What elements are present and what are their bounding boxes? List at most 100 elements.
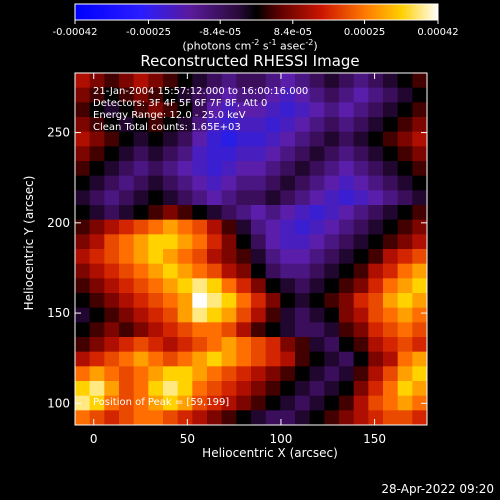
- heatmap-cell: [265, 322, 281, 338]
- heatmap-cell: [265, 73, 281, 89]
- heatmap-cell: [207, 87, 223, 103]
- heatmap-cell: [397, 87, 413, 103]
- heatmap-cell: [177, 205, 193, 221]
- heatmap-cell: [89, 410, 105, 426]
- heatmap-cell: [251, 219, 267, 235]
- heatmap-cell: [397, 366, 413, 382]
- heatmap-cell: [221, 190, 237, 206]
- heatmap-cell: [163, 366, 179, 382]
- heatmap-cell: [324, 117, 340, 133]
- heatmap-cell: [192, 117, 208, 133]
- heatmap-cell: [353, 293, 369, 309]
- heatmap-cell: [236, 219, 252, 235]
- heatmap-cell: [75, 87, 91, 103]
- heatmap-cell: [383, 234, 399, 250]
- heatmap-cell: [133, 73, 149, 89]
- heatmap-cell: [383, 366, 399, 382]
- heatmap-cell: [89, 146, 105, 162]
- heatmap-cell: [309, 117, 325, 133]
- heatmap-cell: [339, 146, 355, 162]
- heatmap-cell: [295, 337, 311, 353]
- heatmap-cell: [148, 249, 164, 265]
- heatmap-cell: [104, 131, 120, 147]
- heatmap-cell: [163, 87, 179, 103]
- heatmap-cell: [89, 395, 105, 411]
- heatmap-cell: [133, 190, 149, 206]
- heatmap-cell: [265, 146, 281, 162]
- heatmap-cell: [133, 249, 149, 265]
- heatmap-cell: [177, 366, 193, 382]
- heatmap-cell: [133, 278, 149, 294]
- heatmap-cell: [119, 307, 135, 323]
- heatmap-cell: [119, 278, 135, 294]
- heatmap-cell: [309, 263, 325, 279]
- heatmap-cell: [309, 322, 325, 338]
- heatmap-cell: [397, 395, 413, 411]
- heatmap-cell: [295, 249, 311, 265]
- heatmap-cell: [89, 351, 105, 367]
- heatmap-cell: [339, 190, 355, 206]
- heatmap-cell: [383, 219, 399, 235]
- heatmap-cell: [104, 410, 120, 426]
- heatmap-cell: [148, 102, 164, 118]
- heatmap-cell: [221, 337, 237, 353]
- heatmap-cell: [265, 234, 281, 250]
- heatmap-cell: [339, 175, 355, 191]
- heatmap-cell: [265, 161, 281, 177]
- heatmap-cell: [412, 87, 428, 103]
- heatmap-cell: [412, 293, 428, 309]
- heatmap-cell: [119, 117, 135, 133]
- heatmap-cell: [75, 131, 91, 147]
- heatmap-cell: [339, 234, 355, 250]
- heatmap-cell: [192, 395, 208, 411]
- heatmap-cell: [251, 175, 267, 191]
- heatmap-cell: [280, 161, 296, 177]
- heatmap-cell: [133, 307, 149, 323]
- heatmap-cell: [207, 102, 223, 118]
- heatmap-cell: [397, 410, 413, 426]
- heatmap-cell: [368, 249, 384, 265]
- plot-axes: 0 50 100 150 100 150 200 250: [47, 73, 427, 446]
- heatmap-cell: [104, 205, 120, 221]
- heatmap-cell: [207, 410, 223, 426]
- heatmap-cell: [133, 234, 149, 250]
- heatmap-cell: [192, 278, 208, 294]
- heatmap-cell: [133, 263, 149, 279]
- heatmap-cell: [265, 190, 281, 206]
- heatmap-cell: [280, 249, 296, 265]
- heatmap-cell: [148, 263, 164, 279]
- heatmap-cell: [324, 161, 340, 177]
- heatmap-cell: [192, 307, 208, 323]
- heatmap-cell: [339, 117, 355, 133]
- heatmap-cell: [353, 410, 369, 426]
- heatmap-cell: [207, 219, 223, 235]
- heatmap-cell: [280, 205, 296, 221]
- heatmap-cell: [177, 395, 193, 411]
- heatmap-cell: [89, 219, 105, 235]
- heatmap-cell: [133, 381, 149, 397]
- heatmap-cell: [104, 175, 120, 191]
- x-tick-label: 0: [90, 432, 98, 446]
- heatmap-cell: [397, 337, 413, 353]
- heatmap-cell: [368, 307, 384, 323]
- heatmap-cell: [221, 102, 237, 118]
- heatmap-cell: [383, 73, 399, 89]
- heatmap-cell: [192, 249, 208, 265]
- heatmap-cell: [280, 131, 296, 147]
- heatmap-cell: [265, 205, 281, 221]
- heatmap-cell: [236, 322, 252, 338]
- colorbar-tick-label: -0.00025: [126, 27, 171, 38]
- heatmap-cell: [412, 410, 428, 426]
- heatmap-cell: [104, 73, 120, 89]
- heatmap-cell: [236, 337, 252, 353]
- heatmap-cell: [309, 366, 325, 382]
- heatmap-cell: [148, 175, 164, 191]
- heatmap-cell: [236, 381, 252, 397]
- heatmap-cell: [119, 263, 135, 279]
- heatmap-cell: [221, 293, 237, 309]
- heatmap-cell: [368, 293, 384, 309]
- colorbar-tick-label: 8.4e-05: [274, 27, 312, 38]
- heatmap-cell: [163, 410, 179, 426]
- heatmap-cell: [177, 263, 193, 279]
- y-tick-label: 100: [47, 396, 70, 410]
